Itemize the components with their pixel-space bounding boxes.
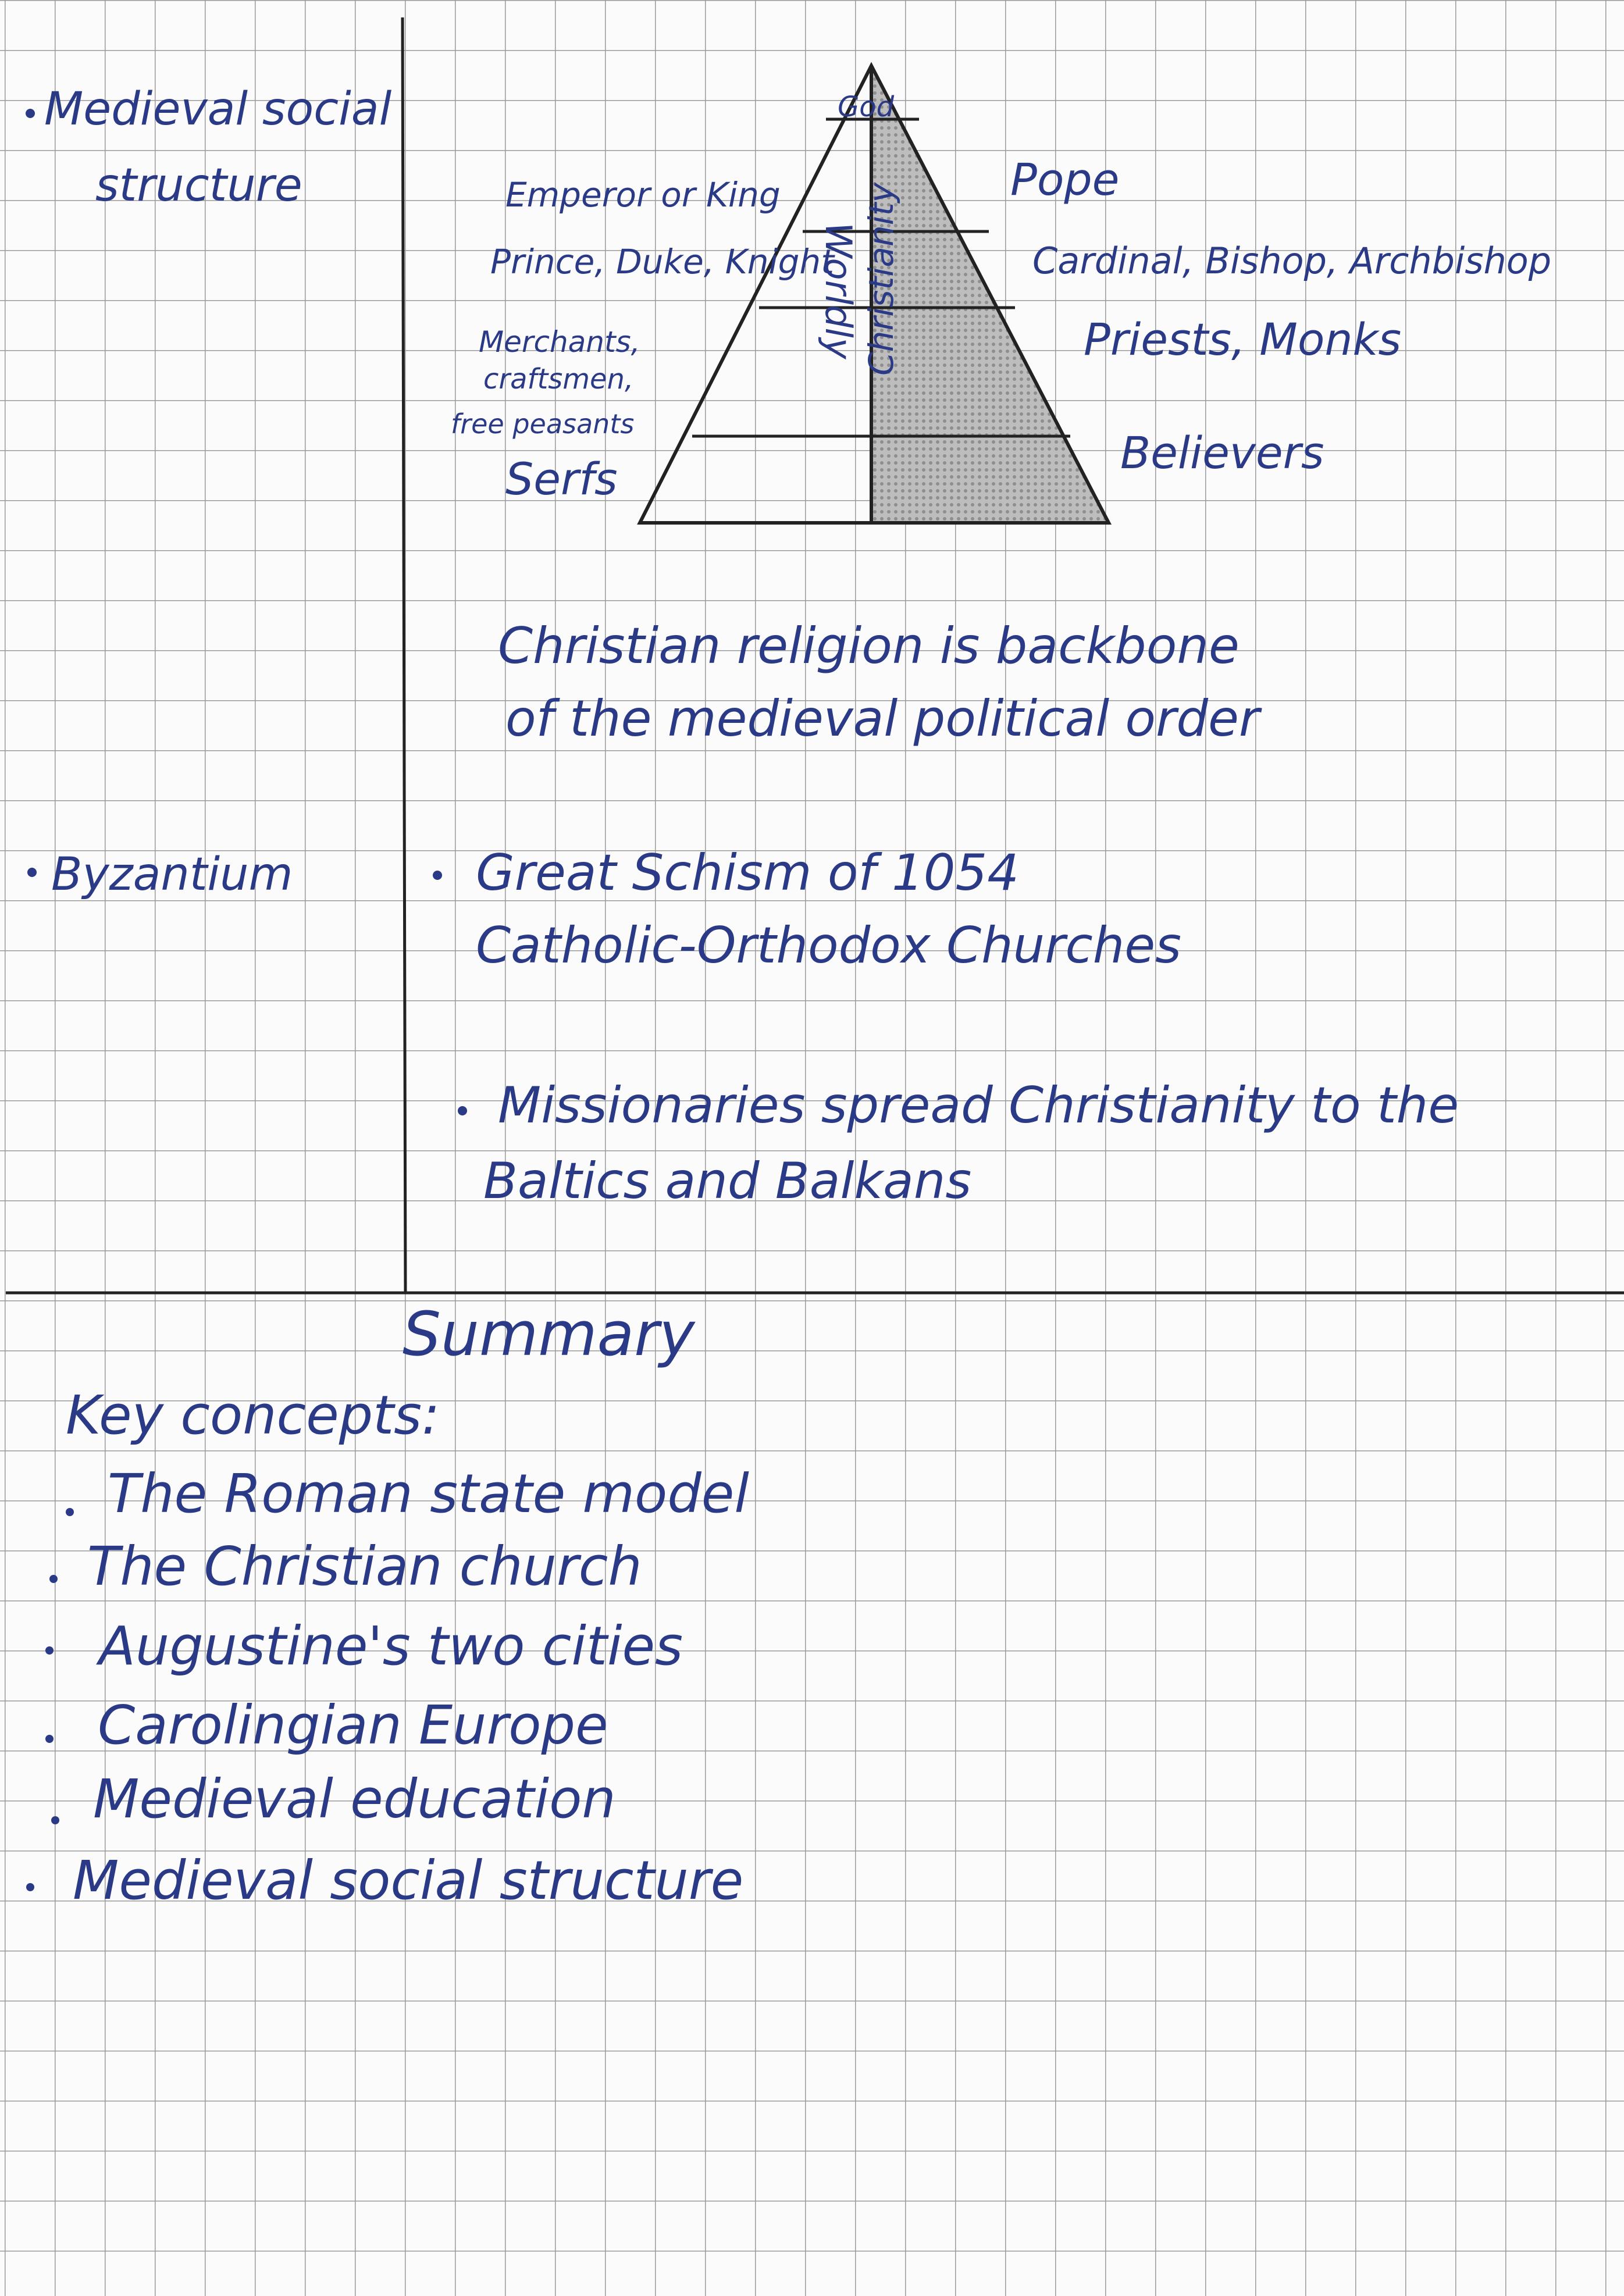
church-level: Believers	[1120, 427, 1324, 479]
pyramid-side-label: Christianity	[861, 182, 901, 375]
summary-item: The Christian church	[87, 1535, 642, 1598]
column-divider	[401, 17, 407, 1293]
summary-item: Carolingian Europe	[98, 1694, 608, 1756]
topic-heading: structure	[95, 159, 302, 212]
worldly-level: craftsmen,	[483, 363, 633, 395]
worldly-level: Emperor or King	[505, 175, 781, 215]
note-text: of the medieval political order	[505, 690, 1262, 748]
church-level: Priests, Monks	[1084, 313, 1401, 365]
note-text: Christian religion is backbone	[498, 617, 1240, 675]
pyramid-apex: God	[838, 91, 895, 123]
summary-subtitle: Key concepts:	[66, 1384, 440, 1446]
worldly-level: free peasants	[451, 408, 634, 440]
pyramid-shape	[637, 62, 1112, 525]
summary-item: Augustine's two cities	[96, 1615, 683, 1677]
church-level: Cardinal, Bishop, Archbishop	[1032, 240, 1551, 282]
bullets	[26, 109, 467, 1891]
summary-item: Medieval social structure	[73, 1849, 743, 1912]
topic-heading: Byzantium	[51, 848, 293, 901]
worldly-level: Prince, Duke, Knight	[490, 242, 835, 281]
note-text: Missionaries spread Christianity to the	[498, 1076, 1459, 1135]
note-text: Catholic-Orthodox Churches	[476, 917, 1181, 975]
pyramid-side-label: Worldly	[817, 222, 860, 360]
note-text: Baltics and Balkans	[483, 1152, 971, 1210]
note-text: Great Schism of 1054	[476, 844, 1019, 902]
summary-item: Medieval education	[93, 1768, 616, 1830]
church-level: Pope	[1010, 154, 1119, 205]
topic-heading: Medieval social	[44, 83, 392, 136]
summary-item: The Roman state model	[108, 1463, 749, 1525]
worldly-level: Merchants,	[479, 325, 640, 359]
worldly-level: Serfs	[505, 453, 618, 505]
summary-title: Summary	[403, 1299, 696, 1370]
